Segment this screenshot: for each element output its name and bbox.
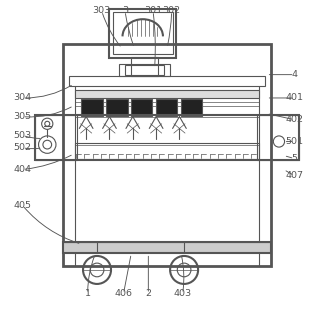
Text: 1: 1 bbox=[85, 290, 91, 298]
Text: 2: 2 bbox=[145, 290, 151, 298]
Text: 402: 402 bbox=[286, 115, 304, 124]
Bar bbox=[35, 115, 77, 160]
Bar bbox=[125, 65, 164, 75]
Bar bbox=[156, 99, 177, 116]
Text: 407: 407 bbox=[286, 171, 304, 180]
Text: 305: 305 bbox=[13, 112, 31, 121]
Text: 4: 4 bbox=[292, 70, 298, 79]
Text: 503: 503 bbox=[13, 131, 31, 140]
Bar bbox=[69, 76, 265, 86]
Text: 401: 401 bbox=[286, 94, 304, 102]
Bar bbox=[75, 102, 259, 106]
Bar bbox=[131, 57, 158, 76]
Text: 303: 303 bbox=[93, 7, 111, 15]
Bar bbox=[110, 9, 176, 58]
Bar bbox=[81, 99, 103, 116]
Text: 302: 302 bbox=[163, 7, 181, 15]
Text: 5: 5 bbox=[292, 154, 298, 163]
Bar bbox=[131, 99, 152, 116]
Bar bbox=[63, 242, 271, 253]
Bar bbox=[257, 115, 299, 160]
Text: 404: 404 bbox=[13, 165, 31, 174]
Text: 501: 501 bbox=[286, 137, 304, 146]
Bar bbox=[113, 12, 173, 54]
Bar bbox=[35, 115, 299, 160]
Bar bbox=[106, 99, 128, 116]
Text: 301: 301 bbox=[144, 7, 162, 15]
Text: 403: 403 bbox=[173, 290, 192, 298]
Text: 406: 406 bbox=[115, 290, 133, 298]
Text: 502: 502 bbox=[13, 143, 31, 152]
Bar bbox=[75, 143, 259, 159]
Bar bbox=[119, 64, 170, 76]
Bar bbox=[63, 44, 271, 266]
Bar bbox=[75, 90, 259, 98]
Text: 304: 304 bbox=[13, 94, 31, 102]
Text: 3: 3 bbox=[122, 7, 128, 15]
Text: 405: 405 bbox=[13, 201, 31, 210]
Bar bbox=[181, 99, 202, 116]
